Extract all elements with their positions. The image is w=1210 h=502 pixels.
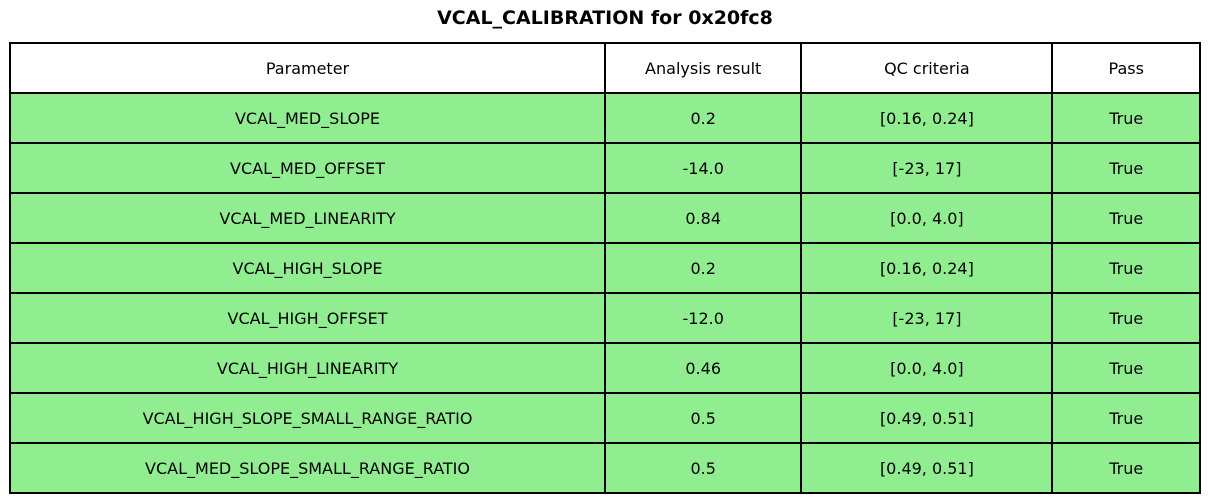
qc-results-table: Parameter Analysis result QC criteria Pass …: [8, 42, 1201, 494]
table-row: VCAL_HIGH_SLOPE 0.2 [0.16, 0.24] True: [8, 242, 1201, 294]
cell-analysis-result: 0.5: [604, 392, 803, 444]
page-title: VCAL_CALIBRATION for 0x20fc8: [437, 7, 773, 29]
table-row: VCAL_HIGH_SLOPE_SMALL_RANGE_RATIO 0.5 [0.4…: [8, 392, 1201, 444]
cell-parameter: VCAL_HIGH_SLOPE: [8, 242, 607, 294]
table-row: VCAL_MED_SLOPE_SMALL_RANGE_RATIO 0.5 [0.49…: [8, 442, 1201, 494]
cell-qc-criteria: [0.0, 4.0]: [800, 342, 1054, 394]
cell-parameter: VCAL_HIGH_SLOPE_SMALL_RANGE_RATIO: [8, 392, 607, 444]
table-row: VCAL_MED_OFFSET -14.0 [-23, 17] True: [8, 142, 1201, 194]
cell-parameter: VCAL_MED_LINEARITY: [8, 192, 607, 244]
cell-pass: True: [1051, 242, 1201, 294]
cell-parameter: VCAL_HIGH_OFFSET: [8, 292, 607, 344]
column-header-analysis-result: Analysis result: [604, 42, 803, 94]
cell-qc-criteria: [0.49, 0.51]: [800, 442, 1054, 494]
cell-parameter: VCAL_MED_OFFSET: [8, 142, 607, 194]
table-body: VCAL_MED_SLOPE 0.2 [0.16, 0.24] True VCAL_ME…: [8, 92, 1201, 494]
table-header-row: Parameter Analysis result QC criteria Pass: [8, 42, 1201, 94]
cell-analysis-result: 0.5: [604, 442, 803, 494]
cell-analysis-result: 0.2: [604, 92, 803, 144]
column-header-pass: Pass: [1051, 42, 1201, 94]
cell-analysis-result: 0.46: [604, 342, 803, 394]
cell-pass: True: [1051, 292, 1201, 344]
table-header: Parameter Analysis result QC criteria Pass: [8, 42, 1201, 94]
table-row: VCAL_MED_LINEARITY 0.84 [0.0, 4.0] True: [8, 192, 1201, 244]
cell-qc-criteria: [0.16, 0.24]: [800, 242, 1054, 294]
cell-analysis-result: 0.84: [604, 192, 803, 244]
table-row: VCAL_MED_SLOPE 0.2 [0.16, 0.24] True: [8, 92, 1201, 144]
cell-qc-criteria: [0.49, 0.51]: [800, 392, 1054, 444]
table-row: VCAL_HIGH_OFFSET -12.0 [-23, 17] True: [8, 292, 1201, 344]
column-header-parameter: Parameter: [8, 42, 607, 94]
cell-analysis-result: -12.0: [604, 292, 803, 344]
cell-pass: True: [1051, 142, 1201, 194]
cell-pass: True: [1051, 392, 1201, 444]
table-row: VCAL_HIGH_LINEARITY 0.46 [0.0, 4.0] True: [8, 342, 1201, 394]
cell-analysis-result: -14.0: [604, 142, 803, 194]
cell-parameter: VCAL_MED_SLOPE_SMALL_RANGE_RATIO: [8, 442, 607, 494]
cell-analysis-result: 0.2: [604, 242, 803, 294]
cell-parameter: VCAL_MED_SLOPE: [8, 92, 607, 144]
cell-parameter: VCAL_HIGH_LINEARITY: [8, 342, 607, 394]
cell-qc-criteria: [0.0, 4.0]: [800, 192, 1054, 244]
cell-pass: True: [1051, 442, 1201, 494]
cell-qc-criteria: [-23, 17]: [800, 292, 1054, 344]
cell-qc-criteria: [0.16, 0.24]: [800, 92, 1054, 144]
cell-pass: True: [1051, 192, 1201, 244]
cell-qc-criteria: [-23, 17]: [800, 142, 1054, 194]
column-header-qc-criteria: QC criteria: [800, 42, 1054, 94]
cell-pass: True: [1051, 92, 1201, 144]
cell-pass: True: [1051, 342, 1201, 394]
